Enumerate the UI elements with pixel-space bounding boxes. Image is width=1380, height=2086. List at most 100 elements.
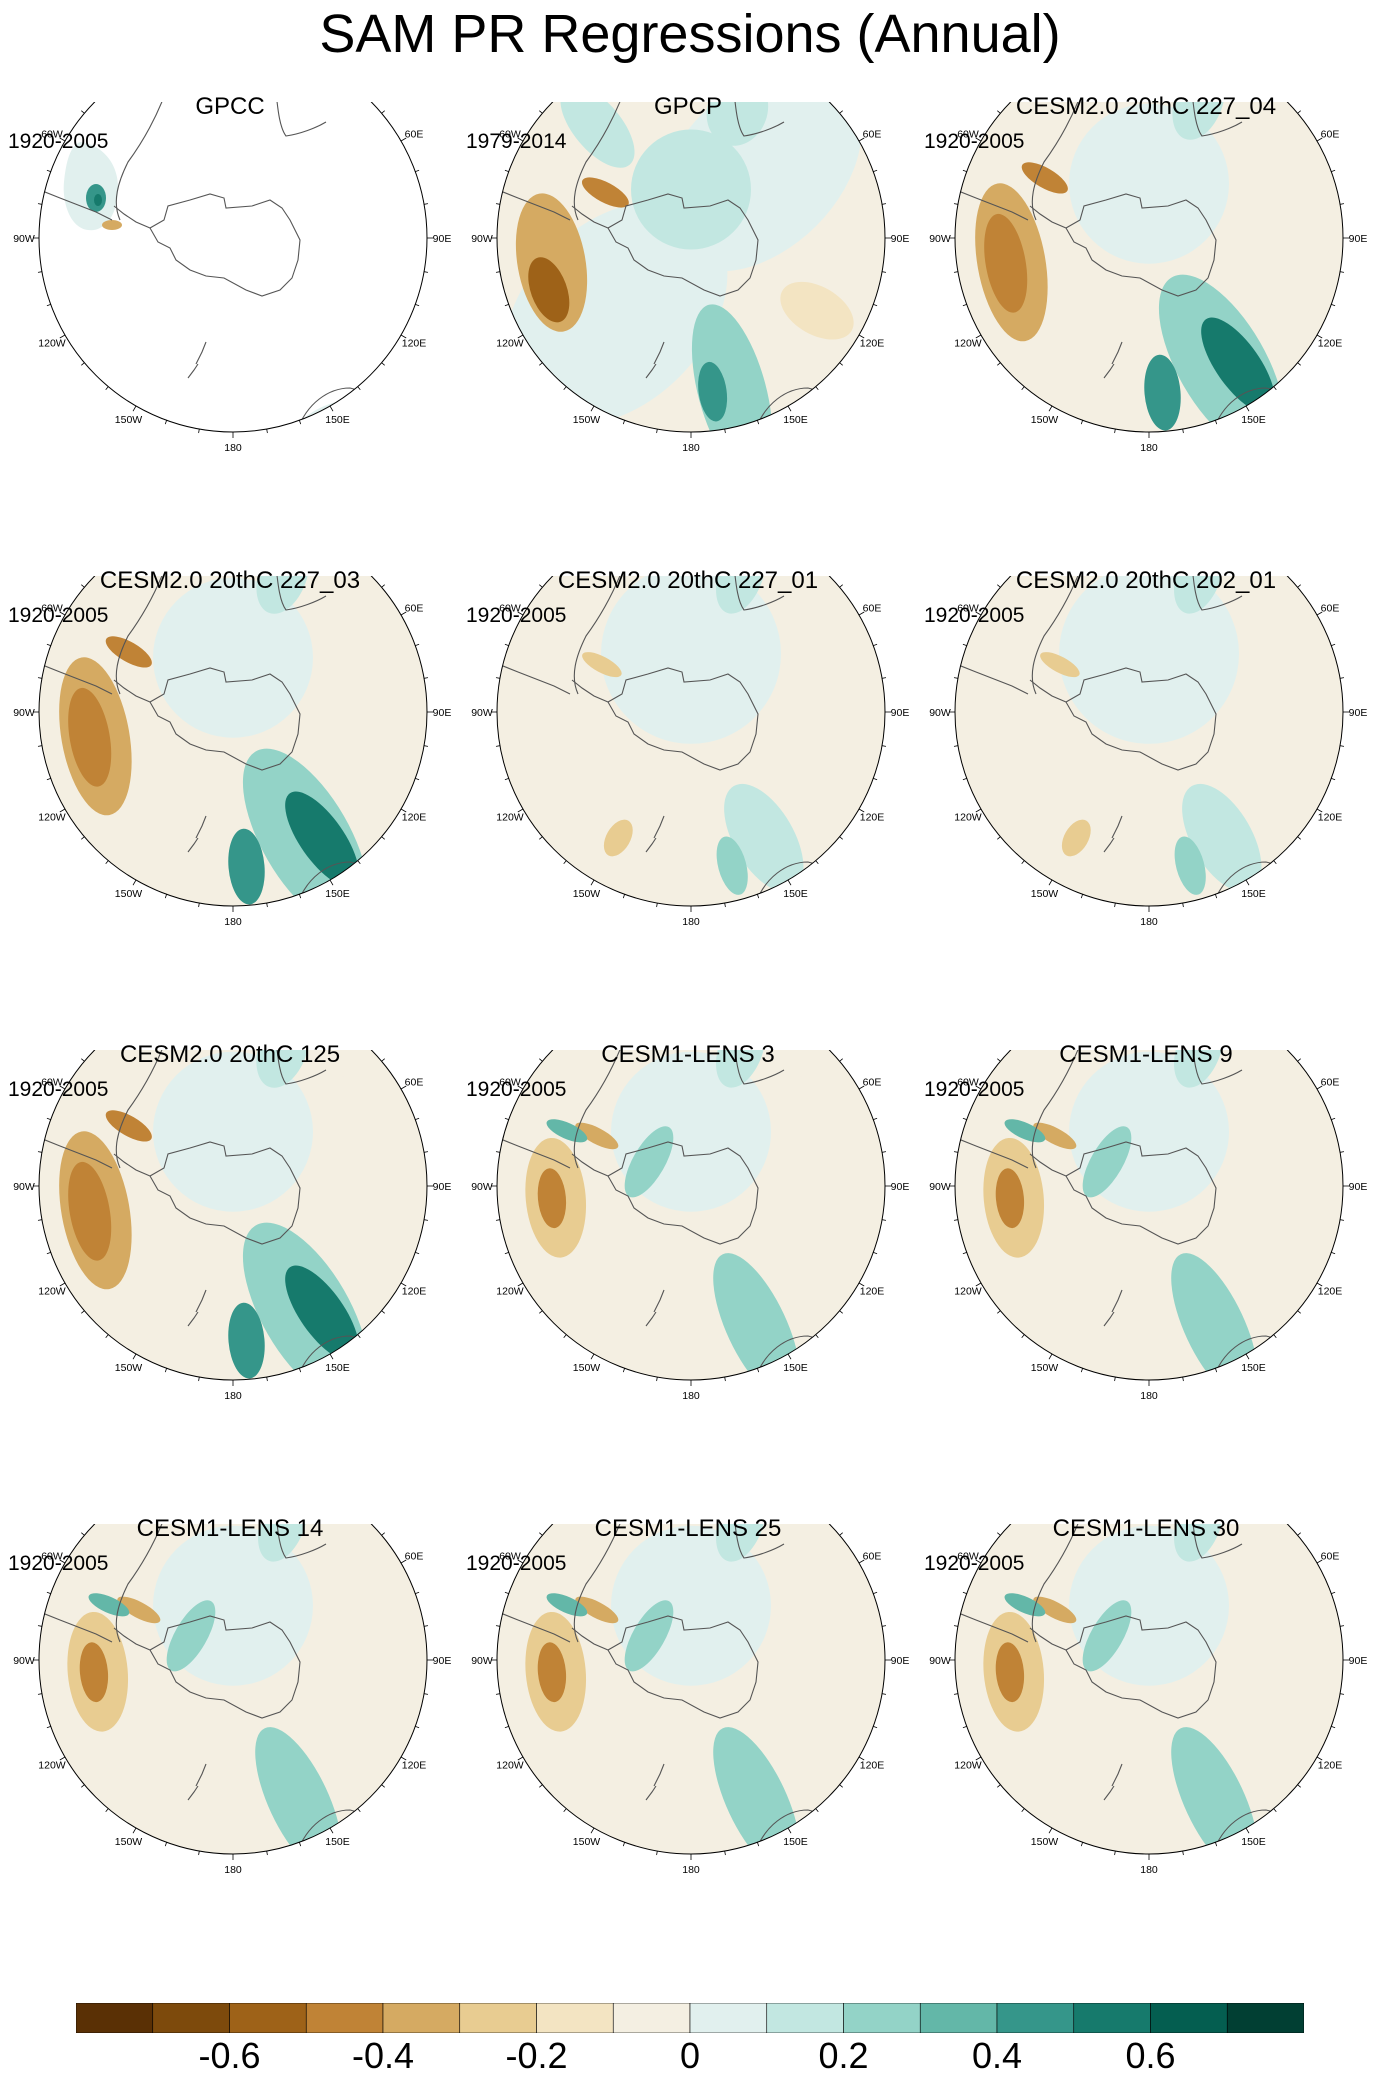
africa-coastline [733, 102, 785, 137]
colorbar-swatch [612, 2003, 691, 2033]
longitude-label: 150E [325, 1362, 350, 1374]
longitude-label: 60E [863, 1551, 882, 1563]
precip-anomaly-blob [102, 220, 122, 230]
longitude-label: 120E [1318, 812, 1343, 824]
antarctica-coastline [149, 193, 301, 297]
panel-period: 1920-2005 [924, 130, 1025, 153]
map-tick [37, 1219, 42, 1221]
map-tick [105, 1334, 109, 1338]
precip-anomaly-blob [546, 1119, 588, 1143]
new-zealand-coastline [1103, 1763, 1123, 1801]
map-tick [724, 903, 726, 908]
map-tick [839, 1310, 843, 1314]
map-tick [724, 1377, 726, 1382]
map-tick [517, 1085, 524, 1090]
map-tick [329, 1827, 334, 1834]
map-tick [495, 271, 500, 273]
longitude-label: 90W [13, 233, 35, 245]
antarctic-peninsula [113, 1627, 151, 1651]
map-tick [81, 110, 85, 114]
map-tick [539, 362, 543, 366]
map-tick [46, 1252, 51, 1255]
map-tick [563, 386, 567, 390]
polar-map: 030E60E90E120E150E180150W120W90W60W30W [929, 576, 1367, 928]
map-tick [424, 1219, 429, 1221]
coastlines [39, 102, 395, 432]
map-tick [539, 1532, 543, 1536]
south-america-coastline [955, 576, 1097, 695]
map-tick [37, 271, 42, 273]
map-tick [400, 1085, 407, 1090]
precip-field [955, 1524, 1343, 1854]
colorbar-swatch [76, 2003, 154, 2033]
panel-period: 1920-2005 [924, 604, 1025, 627]
map-tick [997, 836, 1001, 840]
map-tick [882, 677, 887, 679]
longitude-label: 60W [41, 1077, 63, 1089]
map-tick [299, 1842, 302, 1847]
longitude-label: 90W [471, 707, 493, 719]
panel-title: CESM2.0 20thC 227_03 [99, 567, 361, 594]
longitude-label: 60E [863, 129, 882, 141]
map-tick [46, 169, 51, 172]
longitude-label: 120E [402, 1286, 427, 1298]
precip-anomaly-blob [546, 1593, 588, 1617]
precip-anomaly-blob [560, 102, 635, 168]
precip-field [955, 1050, 1343, 1380]
new-zealand-coastline [645, 815, 665, 853]
precip-field [497, 102, 885, 432]
map-tick [132, 1827, 137, 1834]
map-tick [164, 1842, 167, 1847]
map-tick [1048, 1353, 1053, 1360]
map-tick [1048, 879, 1053, 886]
longitude-label: 150E [1241, 888, 1266, 900]
map-tick [81, 836, 85, 840]
precip-anomaly-blob [575, 1596, 619, 1624]
map-tick [1340, 1693, 1345, 1695]
map-tick [37, 203, 42, 205]
map-tick [415, 1726, 420, 1729]
longitude-label: 60W [41, 603, 63, 615]
map-tick [858, 1085, 865, 1090]
map-ticks [491, 1058, 891, 1386]
map-tick [873, 778, 878, 781]
map-ticks [949, 584, 1349, 912]
map-tick [357, 1808, 361, 1812]
map-tick [37, 745, 42, 747]
map-tick [882, 271, 887, 273]
longitude-label: 180 [1140, 442, 1158, 454]
map-tick [415, 169, 420, 172]
south-america-coastline [39, 1524, 181, 1643]
map-tick [563, 1334, 567, 1338]
longitude-label: 150E [783, 414, 808, 426]
map-tick [381, 1784, 385, 1788]
map-tick [1080, 1368, 1083, 1373]
map-tick [1340, 1219, 1345, 1221]
map-tick [1021, 860, 1025, 864]
map-tick [299, 1368, 302, 1373]
map-tick [656, 1377, 658, 1382]
map-tick [1182, 903, 1184, 908]
map-tick [504, 643, 509, 646]
map-tick [1297, 1310, 1301, 1314]
map-ticks [949, 1532, 1349, 1860]
map-tick [164, 894, 167, 899]
map-tick [504, 304, 509, 307]
longitude-label: 150W [573, 1362, 601, 1374]
south-america-coastline [955, 1524, 1097, 1643]
panel-period: 1979-2014 [466, 130, 567, 153]
colorbar-tick-label: 0.6 [1125, 2035, 1176, 2076]
map-tick [81, 1532, 85, 1536]
map-tick [539, 1058, 543, 1062]
map-ticks [491, 1532, 891, 1860]
longitude-label: 150W [1031, 1836, 1059, 1848]
precip-anomaly-blob [79, 1642, 109, 1703]
panel-title: GPCP [653, 93, 722, 120]
map-tick [198, 1851, 200, 1856]
map-panel: 030E60E90E120E150E180150W120W90W60W30WCE… [0, 1514, 460, 1984]
map-tick [400, 334, 407, 339]
map-tick [882, 745, 887, 747]
antarctic-peninsula [1029, 205, 1067, 229]
precip-anomaly-blob [1040, 652, 1080, 678]
map-tick [1331, 643, 1336, 646]
